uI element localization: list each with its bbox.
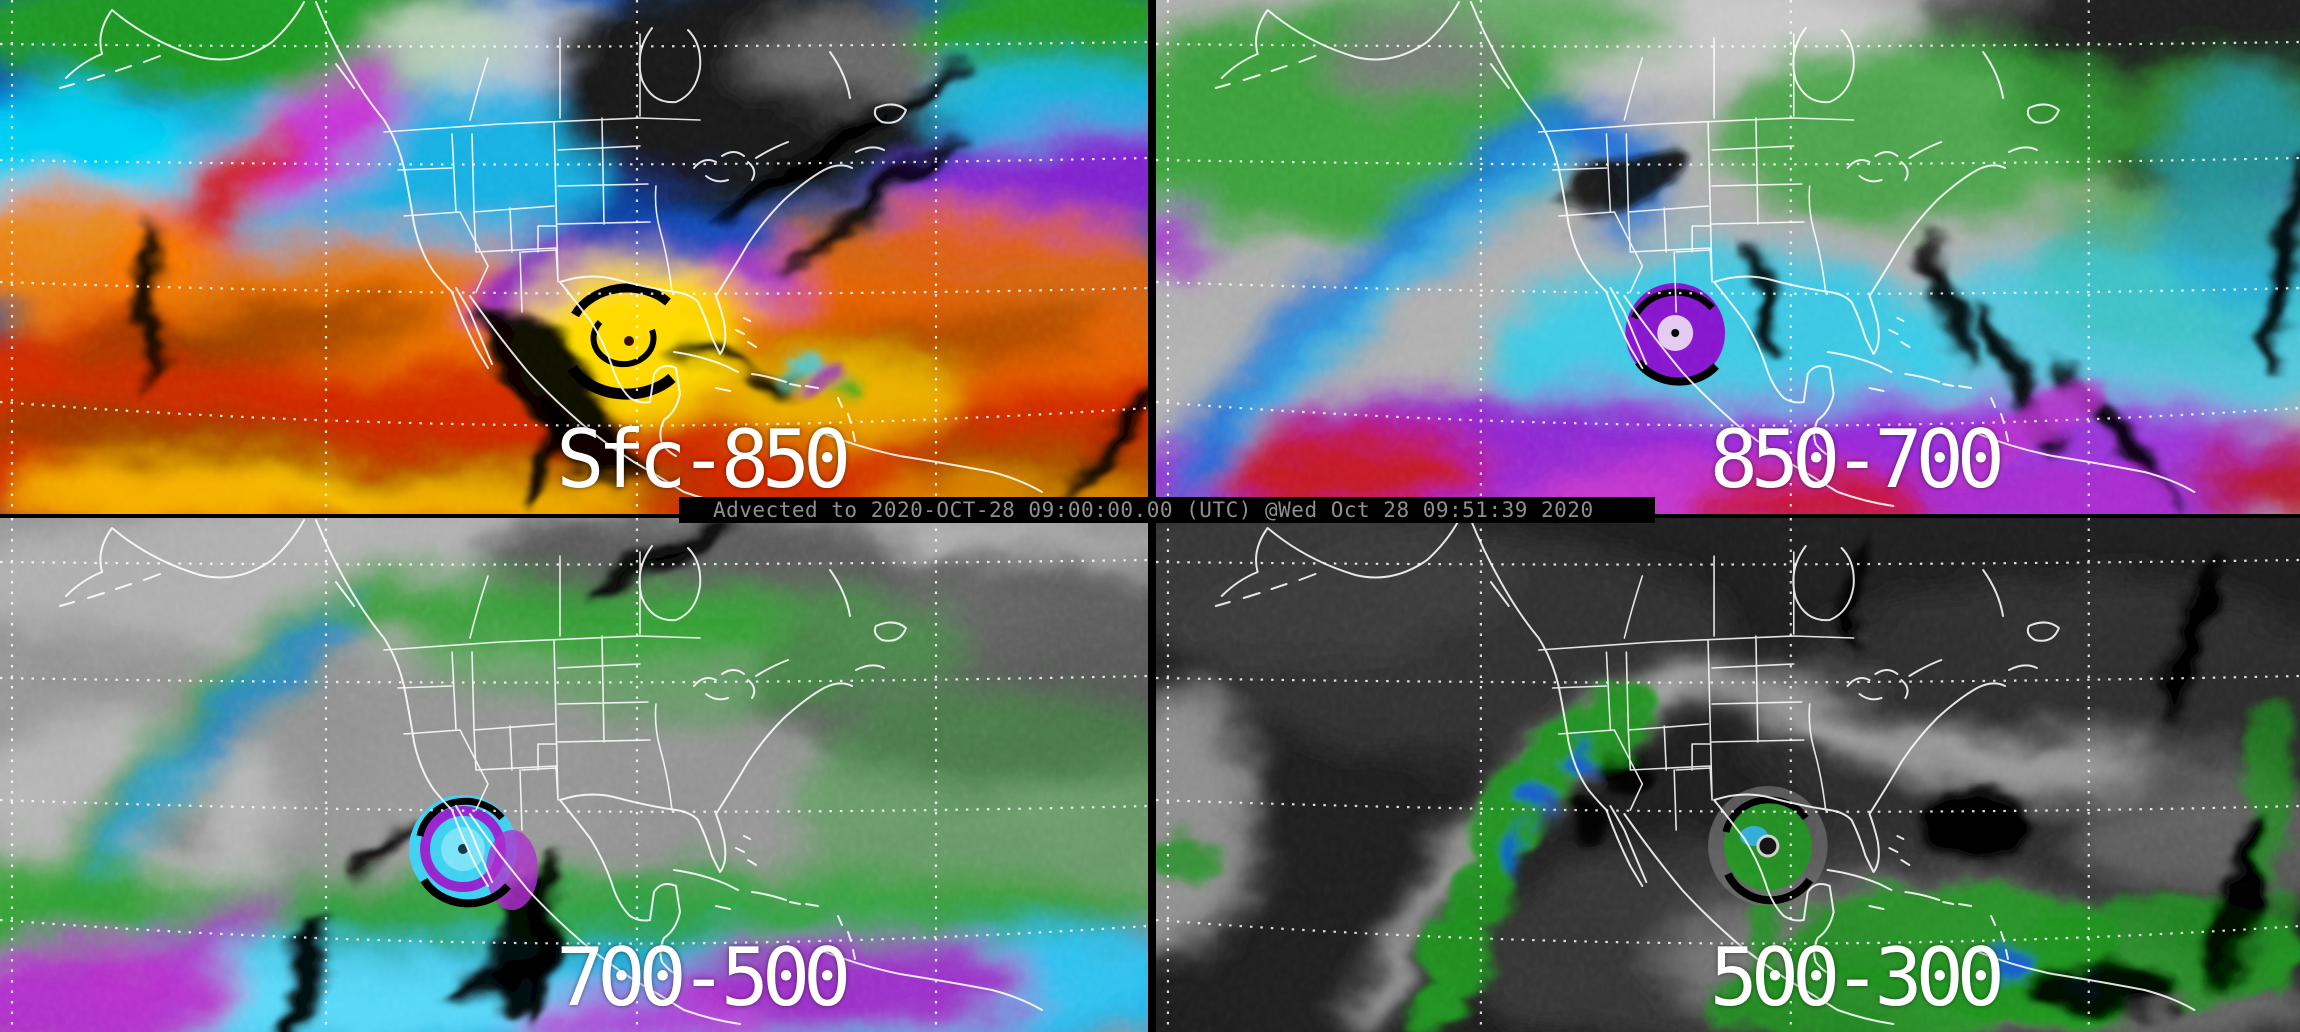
panel-850-700: 850-700	[1156, 0, 2300, 514]
panel-label-850-700: 850-700	[1709, 413, 2005, 506]
850-700-imagery	[1156, 0, 2300, 514]
panel-label-700-500: 700-500	[556, 931, 851, 1024]
panel-label-500-300: 500-300	[1709, 931, 2005, 1024]
grain-overlay	[0, 518, 1148, 1032]
panel-700-500: 700-500	[0, 518, 1148, 1032]
500-300-imagery	[1156, 518, 2300, 1032]
timestamp-text: Advected to 2020-OCT-28 09:00:00.00 (UTC…	[713, 498, 1594, 522]
panel-label-sfc-850: Sfc-850	[556, 413, 851, 506]
panel-500-300: 500-300	[1156, 518, 2300, 1032]
timestamp-caption-bar: Advected to 2020-OCT-28 09:00:00.00 (UTC…	[679, 497, 1655, 523]
700-500-imagery	[0, 518, 1148, 1032]
grain-overlay	[1156, 518, 2300, 1032]
grain-overlay	[0, 0, 1148, 514]
sfc-850-imagery	[0, 0, 1148, 514]
grain-overlay	[1156, 0, 2300, 514]
panel-sfc-850: Sfc-850	[0, 0, 1148, 514]
